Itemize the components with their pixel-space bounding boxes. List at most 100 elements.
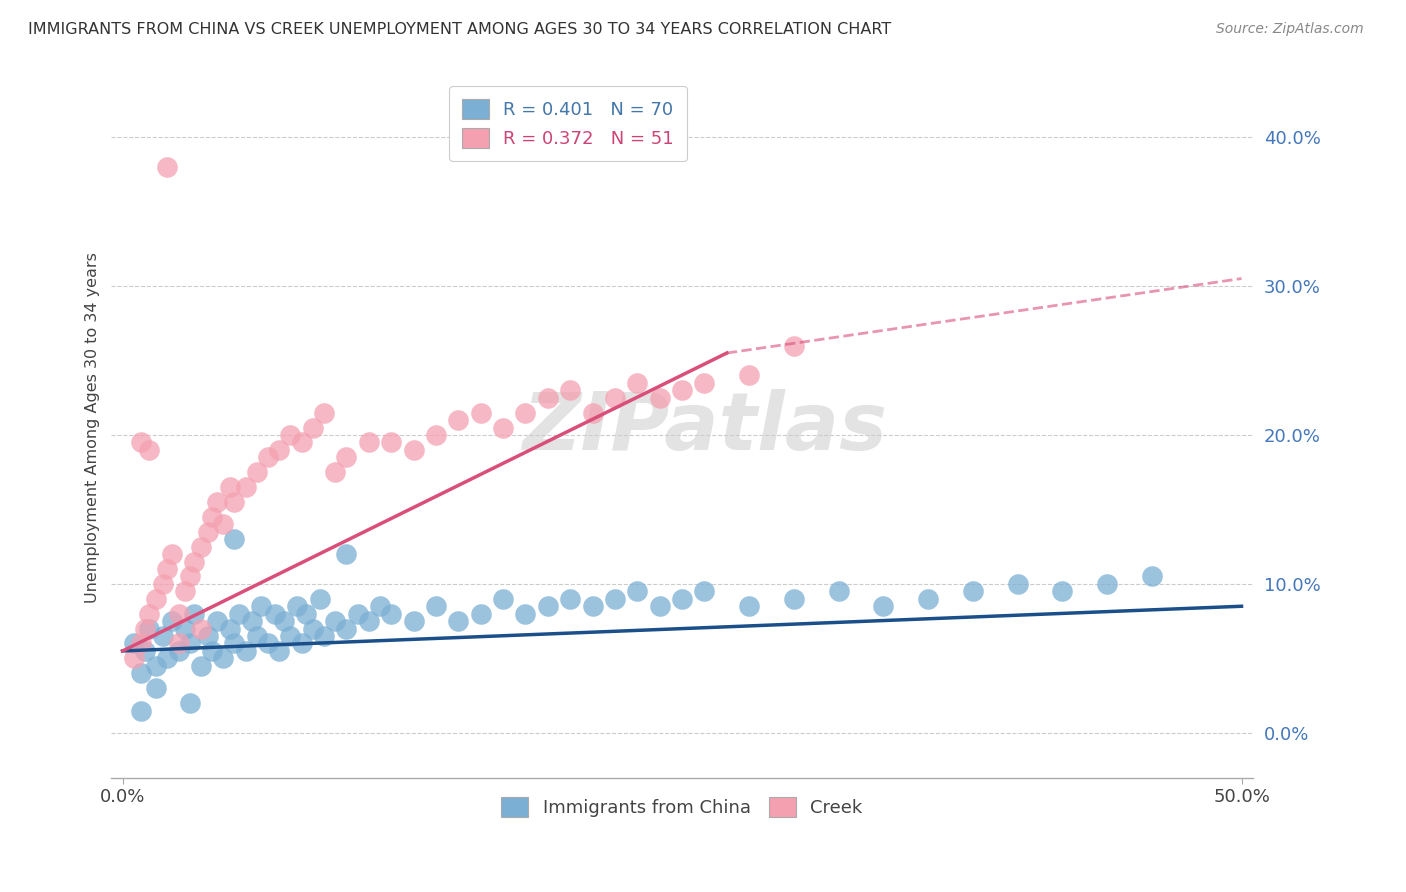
Point — [492, 591, 515, 606]
Point — [190, 658, 212, 673]
Point — [224, 495, 246, 509]
Point — [269, 442, 291, 457]
Point — [1007, 577, 1029, 591]
Point — [380, 435, 402, 450]
Point — [738, 368, 761, 383]
Point — [380, 607, 402, 621]
Text: ZIPatlas: ZIPatlas — [523, 389, 887, 467]
Point — [295, 607, 318, 621]
Point — [205, 495, 228, 509]
Point — [129, 666, 152, 681]
Point — [828, 584, 851, 599]
Point — [242, 614, 264, 628]
Point — [179, 636, 201, 650]
Point — [671, 591, 693, 606]
Point — [129, 435, 152, 450]
Point — [335, 622, 357, 636]
Point — [603, 391, 626, 405]
Point — [783, 591, 806, 606]
Point — [183, 555, 205, 569]
Point — [212, 651, 235, 665]
Point — [301, 622, 323, 636]
Point — [156, 562, 179, 576]
Point — [581, 406, 603, 420]
Point — [212, 517, 235, 532]
Point — [224, 533, 246, 547]
Point — [308, 591, 330, 606]
Point — [537, 599, 560, 614]
Point — [145, 681, 167, 696]
Point — [368, 599, 391, 614]
Point — [129, 704, 152, 718]
Point — [671, 384, 693, 398]
Point — [346, 607, 368, 621]
Point — [492, 420, 515, 434]
Point — [235, 644, 257, 658]
Point — [205, 614, 228, 628]
Point — [280, 629, 302, 643]
Point — [269, 644, 291, 658]
Point — [560, 384, 582, 398]
Point — [257, 636, 280, 650]
Point — [357, 435, 380, 450]
Point — [693, 584, 716, 599]
Point — [138, 607, 160, 621]
Point — [280, 428, 302, 442]
Text: Source: ZipAtlas.com: Source: ZipAtlas.com — [1216, 22, 1364, 37]
Point — [190, 622, 212, 636]
Point — [197, 629, 219, 643]
Point — [872, 599, 894, 614]
Point — [402, 442, 425, 457]
Point — [160, 547, 183, 561]
Text: IMMIGRANTS FROM CHINA VS CREEK UNEMPLOYMENT AMONG AGES 30 TO 34 YEARS CORRELATIO: IMMIGRANTS FROM CHINA VS CREEK UNEMPLOYM… — [28, 22, 891, 37]
Point — [962, 584, 984, 599]
Point — [201, 644, 224, 658]
Point — [693, 376, 716, 390]
Point — [312, 406, 335, 420]
Point — [257, 450, 280, 465]
Point — [515, 406, 537, 420]
Point — [323, 614, 346, 628]
Point — [246, 465, 269, 479]
Point — [138, 442, 160, 457]
Point — [603, 591, 626, 606]
Point — [138, 622, 160, 636]
Point — [537, 391, 560, 405]
Point — [160, 614, 183, 628]
Point — [246, 629, 269, 643]
Point — [1140, 569, 1163, 583]
Point — [470, 607, 492, 621]
Point — [122, 636, 145, 650]
Point — [179, 696, 201, 710]
Point — [152, 629, 174, 643]
Point — [129, 636, 152, 650]
Point — [201, 509, 224, 524]
Point — [167, 636, 190, 650]
Point — [447, 413, 470, 427]
Point — [291, 636, 314, 650]
Point — [179, 569, 201, 583]
Point — [425, 599, 447, 614]
Point — [167, 607, 190, 621]
Point — [312, 629, 335, 643]
Point — [228, 607, 250, 621]
Point — [738, 599, 761, 614]
Point — [648, 599, 671, 614]
Point — [626, 584, 648, 599]
Point — [174, 622, 197, 636]
Point — [402, 614, 425, 628]
Point — [183, 607, 205, 621]
Point — [122, 651, 145, 665]
Point — [219, 480, 242, 494]
Point — [581, 599, 603, 614]
Point — [515, 607, 537, 621]
Point — [156, 160, 179, 174]
Point — [134, 644, 156, 658]
Point — [174, 584, 197, 599]
Point — [917, 591, 939, 606]
Y-axis label: Unemployment Among Ages 30 to 34 years: Unemployment Among Ages 30 to 34 years — [86, 252, 100, 603]
Point — [263, 607, 285, 621]
Point — [447, 614, 470, 628]
Point — [134, 622, 156, 636]
Point — [152, 577, 174, 591]
